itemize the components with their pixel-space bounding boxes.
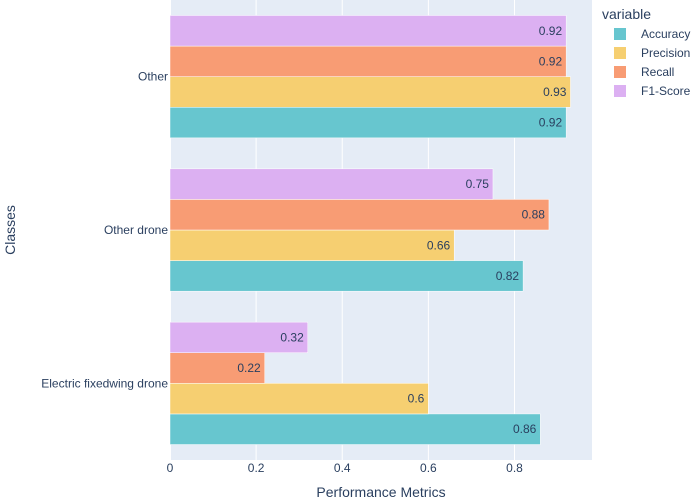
bar-value-label: 0.93 — [543, 85, 567, 99]
legend-swatch — [614, 28, 626, 40]
legend: variable Accuracy Precision Recall F1-Score — [602, 6, 691, 98]
bar-labels: 0.86 0.6 0.22 0.32 0.82 0.66 0.88 0.75 0.92 0.93 0… — [237, 24, 566, 436]
bar-recall — [169, 45, 567, 77]
y-tick-label: Electric fixedwing drone — [41, 376, 168, 390]
legend-item-label: Accuracy — [641, 27, 690, 41]
y-tick-label: Other — [138, 70, 168, 84]
y-axis-ticks: Electric fixedwing drone Other drone Other — [41, 70, 168, 391]
bar-value-label: 0.92 — [539, 24, 563, 38]
bar-precision — [169, 229, 455, 261]
x-tick-label: 0 — [167, 461, 174, 475]
legend-item-label: Precision — [641, 46, 690, 60]
legend-item-label: F1-Score — [641, 84, 691, 98]
bar-value-label: 0.86 — [513, 422, 537, 436]
bars — [169, 15, 571, 445]
bar-precision — [169, 76, 571, 108]
bar-accuracy — [169, 413, 541, 445]
bar-accuracy — [169, 260, 524, 292]
bar-value-label: 0.66 — [427, 238, 451, 252]
bar-recall — [169, 352, 265, 384]
x-tick-label: 0.8 — [506, 461, 523, 475]
bar-value-label: 0.6 — [408, 392, 425, 406]
legend-title: variable — [602, 6, 651, 22]
bar-value-label: 0.75 — [466, 177, 490, 191]
bar-value-label: 0.92 — [539, 116, 563, 130]
x-tick-label: 0.2 — [248, 461, 265, 475]
legend-swatch — [614, 47, 626, 59]
bar-value-label: 0.22 — [237, 361, 261, 375]
bar-f1-score — [169, 15, 567, 47]
bar-accuracy — [169, 107, 567, 139]
legend-swatch — [614, 66, 626, 78]
bar-recall — [169, 199, 550, 231]
bar-value-label: 0.92 — [539, 54, 563, 68]
x-tick-label: 0.6 — [420, 461, 437, 475]
bar-f1-score — [169, 168, 494, 200]
legend-swatch — [614, 85, 626, 97]
x-tick-label: 0.4 — [334, 461, 351, 475]
bar-f1-score — [169, 321, 309, 353]
y-tick-label: Other drone — [104, 223, 168, 237]
bar-value-label: 0.82 — [496, 269, 520, 283]
bar-value-label: 0.88 — [522, 208, 546, 222]
legend-item-label: Recall — [641, 65, 674, 79]
y-axis-title: Classes — [2, 205, 18, 255]
bar-precision — [169, 383, 429, 415]
bar-value-label: 0.32 — [280, 330, 304, 344]
x-axis-title: Performance Metrics — [316, 484, 445, 500]
x-axis-ticks: 0 0.2 0.4 0.6 0.8 — [167, 461, 523, 475]
